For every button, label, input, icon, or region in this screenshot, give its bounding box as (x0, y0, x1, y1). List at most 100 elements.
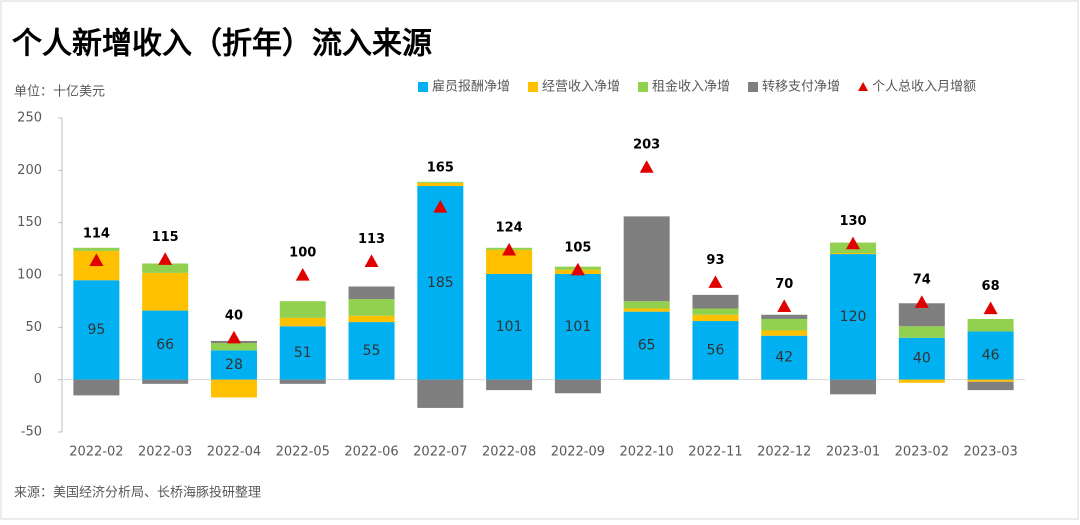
total-label: 74 (913, 273, 931, 288)
total-marker (639, 160, 654, 173)
x-tick-label: 2022-02 (69, 445, 123, 460)
bar-segment (279, 326, 326, 380)
data-label: 55 (363, 343, 381, 359)
total-label: 115 (152, 230, 179, 245)
bar-segment (623, 216, 670, 302)
chart-title: 个人新增收入（折年）流入来源 (12, 27, 432, 62)
y-tick-label: -50 (21, 425, 42, 440)
bar-segment (967, 381, 1014, 391)
bar-segment (73, 280, 120, 380)
legend-label: 个人总收入月增额 (872, 80, 976, 95)
total-marker (708, 275, 723, 288)
total-marker (777, 299, 792, 312)
x-tick-label: 2022-03 (138, 445, 192, 460)
bar-segment (761, 314, 808, 319)
legend-swatch (748, 82, 759, 92)
bar-segment (761, 330, 808, 336)
bar-segment (967, 331, 1014, 380)
bar-segment (142, 379, 189, 384)
bar-segment (348, 286, 395, 300)
total-marker (158, 252, 173, 265)
data-label: 28 (225, 357, 243, 373)
y-tick-label: 0 (34, 372, 42, 387)
bar-segment (967, 318, 1014, 332)
total-marker (226, 330, 241, 344)
bar-segment (73, 379, 120, 396)
x-tick-label: 2022-08 (482, 445, 536, 460)
y-tick-label: 200 (17, 163, 42, 178)
bar-segment (279, 379, 326, 384)
total-marker (502, 242, 517, 256)
y-tick-label: 50 (25, 320, 42, 335)
x-tick-label: 2023-01 (826, 445, 880, 460)
total-label: 114 (83, 226, 110, 241)
y-tick-label: 150 (17, 215, 42, 230)
total-label: 203 (633, 138, 660, 153)
bar-segment (830, 253, 877, 255)
bar-segment (73, 247, 120, 251)
data-label: 185 (427, 275, 454, 291)
total-label: 130 (839, 214, 866, 229)
total-marker (846, 236, 861, 250)
total-marker (295, 268, 310, 281)
total-label: 113 (358, 232, 385, 247)
legend-label: 经营收入净增 (542, 80, 620, 95)
bar-segment (830, 379, 877, 395)
bar-segment (210, 350, 257, 380)
bar-segment (279, 317, 326, 327)
total-marker (983, 301, 998, 315)
data-label: 66 (156, 337, 174, 353)
total-label: 100 (289, 246, 316, 261)
x-tick-label: 2023-02 (895, 445, 949, 460)
data-label: 56 (707, 342, 725, 358)
total-marker (570, 262, 585, 276)
x-tick-label: 2022-06 (344, 445, 398, 460)
total-label: 70 (775, 277, 793, 292)
x-tick-label: 2022-07 (413, 445, 467, 460)
legend-swatch (638, 82, 649, 92)
bar-segment (417, 182, 464, 187)
x-tick-label: 2022-12 (757, 445, 811, 460)
data-label: 65 (638, 338, 656, 354)
data-label: 101 (496, 319, 523, 335)
bar-segment (554, 273, 601, 380)
bar-segment (692, 294, 739, 309)
bar-segment (692, 314, 739, 322)
data-label: 120 (840, 309, 867, 325)
data-label: 101 (565, 319, 592, 335)
bar-segment (279, 301, 326, 318)
legend-swatch (418, 82, 428, 92)
bar-segment (898, 303, 945, 327)
x-tick-label: 2022-10 (620, 445, 674, 460)
bar-segment (761, 318, 808, 331)
x-tick-label: 2022-04 (207, 445, 261, 460)
total-label: 165 (427, 160, 454, 175)
bar-segment (967, 379, 1014, 382)
source: 来源：美国经济分析局、长桥海豚投研整理 (14, 485, 261, 501)
bar-segment (210, 379, 257, 398)
total-label: 93 (706, 253, 724, 268)
x-tick-label: 2022-05 (276, 445, 330, 460)
bar-segment (210, 343, 257, 351)
bar-segment (348, 315, 395, 323)
total-marker (433, 199, 448, 213)
legend-label: 转移支付净增 (762, 80, 840, 95)
y-tick-label: 100 (17, 268, 42, 283)
bar-segment (898, 326, 945, 338)
bar-segment (142, 272, 189, 311)
bar-segment (417, 181, 464, 183)
legend-label: 雇员报酬净增 (432, 79, 510, 95)
bar-segment (554, 379, 601, 394)
bar-segment (142, 263, 189, 273)
data-label: 95 (87, 322, 105, 338)
x-tick-label: 2023-03 (963, 445, 1017, 460)
bar-segment (623, 311, 670, 380)
y-tick-label: 250 (17, 111, 42, 126)
data-label: 46 (982, 348, 1000, 364)
data-label: 42 (775, 350, 793, 366)
bar-segment (898, 337, 945, 380)
data-label: 40 (913, 351, 931, 367)
bar-segment (348, 299, 395, 316)
